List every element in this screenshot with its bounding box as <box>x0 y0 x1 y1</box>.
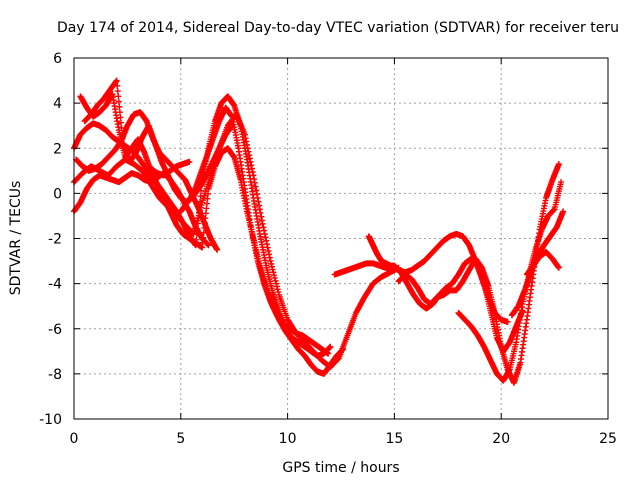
y-tick-label: -4 <box>48 277 62 293</box>
x-axis-label: GPS time / hours <box>282 460 399 476</box>
y-tick-label: -6 <box>48 322 62 338</box>
x-tick-label: 10 <box>279 431 297 447</box>
y-tick-label: -2 <box>48 232 62 248</box>
y-axis-label: SDTVAR / TECUs <box>8 181 24 296</box>
y-tick-label: 4 <box>53 96 62 112</box>
series-track <box>73 109 221 253</box>
series-markers <box>177 122 236 215</box>
series-track <box>523 249 562 278</box>
series-markers <box>71 93 334 359</box>
x-tick-label: 0 <box>70 431 79 447</box>
series-track <box>71 111 402 371</box>
y-tick-label: -8 <box>48 367 62 383</box>
data-markers <box>71 77 567 386</box>
chart-title: Day 174 of 2014, Sidereal Day-to-day VTE… <box>57 20 619 36</box>
series-track <box>177 122 236 215</box>
series-track <box>455 179 565 384</box>
series-track <box>395 161 562 386</box>
y-tick-label: 6 <box>53 51 62 67</box>
series-markers <box>455 179 565 384</box>
y-tick-label: 2 <box>53 141 62 157</box>
series-markers <box>395 161 562 386</box>
series-track <box>147 158 193 179</box>
x-tick-label: 15 <box>385 431 403 447</box>
series-markers <box>81 77 332 357</box>
x-tick-label: 20 <box>492 431 510 447</box>
series-track <box>71 93 334 359</box>
series-markers <box>73 109 221 253</box>
grid-lines <box>74 58 608 419</box>
y-tick-label: -10 <box>39 412 62 428</box>
series-track <box>81 77 332 357</box>
y-tick-label: 0 <box>53 186 62 202</box>
x-tick-label: 5 <box>176 431 185 447</box>
series-markers <box>147 158 193 179</box>
series-markers <box>523 249 562 278</box>
series-markers <box>71 111 402 371</box>
axis-ticks: 0 5 10 15 20 25 -10 -8 -6 -4 -2 0 2 4 6 <box>39 51 617 447</box>
x-tick-label: 25 <box>599 431 617 447</box>
